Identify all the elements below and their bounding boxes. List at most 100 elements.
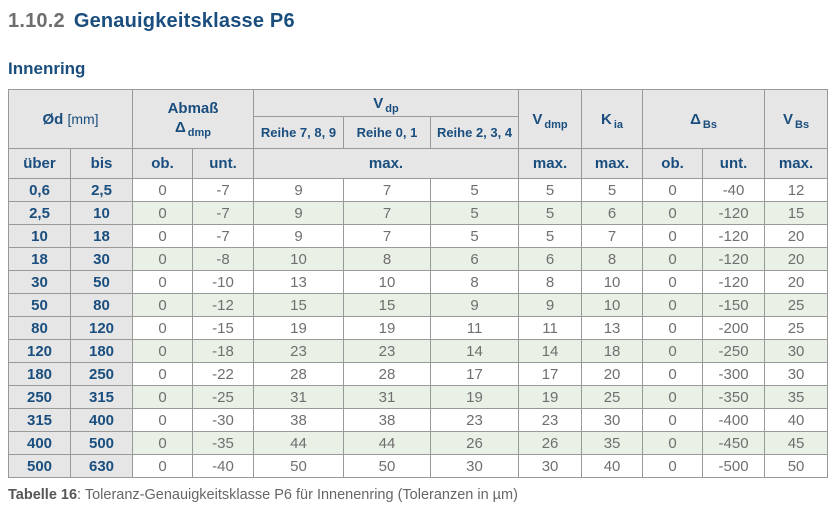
table-row: 10 18 0 -7 9 7 5 5 7 0 -120 20 — [8, 224, 829, 248]
value-cell: -25 — [192, 385, 254, 409]
value-cell: 23 — [429, 408, 520, 432]
value-cell: -150 — [702, 293, 766, 317]
value-cell: 6 — [518, 247, 583, 271]
subheader-vdp-max: max. — [252, 148, 520, 179]
value-cell: 17 — [429, 362, 520, 386]
range-cell: 630 — [70, 454, 133, 478]
value-cell: -30 — [192, 408, 254, 432]
value-cell: 23 — [253, 339, 344, 363]
value-cell: 38 — [253, 408, 344, 432]
range-cell: 400 — [8, 431, 71, 455]
value-cell: 28 — [343, 362, 431, 386]
value-cell: 5 — [518, 178, 583, 202]
subheader-dbs-unt: unt. — [702, 148, 766, 179]
header-sub-row: über bis ob. unt. max. max. max. ob. unt… — [8, 148, 829, 179]
value-cell: 19 — [518, 385, 583, 409]
value-cell: 25 — [764, 316, 829, 340]
value-cell: 0 — [132, 431, 193, 455]
value-cell: 0 — [132, 224, 193, 248]
range-cell: 180 — [70, 339, 133, 363]
value-cell: 0 — [642, 270, 704, 294]
range-cell: 30 — [8, 270, 71, 294]
value-cell: 20 — [581, 362, 644, 386]
subheader-vdmp-max: max. — [518, 148, 583, 179]
value-cell: 0 — [642, 201, 704, 225]
range-cell: 0,6 — [8, 178, 71, 202]
table-row: 80 120 0 -15 19 19 11 11 13 0 -200 25 — [8, 316, 829, 340]
header-reihe-row: Reihe 7, 8, 9 Reihe 0, 1 Reihe 2, 3, 4 — [9, 116, 828, 149]
value-cell: 0 — [642, 454, 704, 478]
value-cell: 5 — [429, 224, 520, 248]
value-cell: 6 — [581, 201, 644, 225]
value-cell: -120 — [702, 224, 766, 248]
value-cell: 0 — [642, 362, 704, 386]
value-cell: 44 — [343, 431, 431, 455]
value-cell: 0 — [132, 408, 193, 432]
value-cell: 6 — [429, 247, 520, 271]
value-cell: 30 — [764, 339, 829, 363]
value-cell: -350 — [702, 385, 766, 409]
value-cell: 28 — [253, 362, 344, 386]
diameter-unit: [mm] — [67, 110, 99, 127]
value-cell: 40 — [581, 454, 644, 478]
value-cell: 17 — [518, 362, 583, 386]
value-cell: 31 — [343, 385, 431, 409]
table-row: 2,5 10 0 -7 9 7 5 5 6 0 -120 15 — [8, 201, 829, 225]
value-cell: 35 — [581, 431, 644, 455]
subheader-ob: ob. — [132, 148, 193, 179]
value-cell: 7 — [343, 201, 431, 225]
section-title: Genauigkeitsklasse P6 — [73, 10, 295, 32]
value-cell: -7 — [192, 201, 254, 225]
subheader-unt: unt. — [192, 148, 254, 179]
col-header-diameter: Ød [mm] — [8, 89, 133, 149]
value-cell: 0 — [132, 362, 193, 386]
value-cell: 0 — [132, 178, 193, 202]
value-cell: -250 — [702, 339, 766, 363]
section-number: 1.10.2 — [8, 10, 65, 32]
value-cell: 30 — [518, 454, 583, 478]
value-cell: 10 — [581, 293, 644, 317]
value-cell: -40 — [192, 454, 254, 478]
value-cell: 31 — [253, 385, 344, 409]
range-cell: 80 — [8, 316, 71, 340]
range-cell: 500 — [70, 431, 133, 455]
value-cell: -15 — [192, 316, 254, 340]
value-cell: 20 — [764, 224, 829, 248]
value-cell: -120 — [702, 201, 766, 225]
value-cell: 8 — [343, 247, 431, 271]
value-cell: -22 — [192, 362, 254, 386]
value-cell: 45 — [764, 431, 829, 455]
range-cell: 50 — [70, 270, 133, 294]
value-cell: 50 — [253, 454, 344, 478]
value-cell: 19 — [429, 385, 520, 409]
value-cell: -200 — [702, 316, 766, 340]
value-cell: -400 — [702, 408, 766, 432]
value-cell: 5 — [518, 224, 583, 248]
value-cell: -450 — [702, 431, 766, 455]
subsection-heading: Innenring — [8, 59, 86, 78]
range-cell: 250 — [8, 385, 71, 409]
value-cell: 12 — [764, 178, 829, 202]
table-row: 120 180 0 -18 23 23 14 14 18 0 -250 30 — [8, 339, 829, 363]
value-cell: 19 — [343, 316, 431, 340]
col-header-reihe-01: Reihe 0, 1 — [343, 116, 431, 149]
value-cell: 13 — [253, 270, 344, 294]
value-cell: 0 — [642, 339, 704, 363]
value-cell: 14 — [429, 339, 520, 363]
range-cell: 10 — [8, 224, 71, 248]
value-cell: 35 — [764, 385, 829, 409]
value-cell: 13 — [581, 316, 644, 340]
value-cell: 26 — [429, 431, 520, 455]
value-cell: 25 — [581, 385, 644, 409]
value-cell: 0 — [642, 247, 704, 271]
value-cell: 30 — [764, 362, 829, 386]
table-row: 0,6 2,5 0 -7 9 7 5 5 5 0 -40 12 — [8, 178, 829, 202]
table-row: 30 50 0 -10 13 10 8 8 10 0 -120 20 — [8, 270, 829, 294]
value-cell: 5 — [429, 178, 520, 202]
value-cell: -7 — [192, 224, 254, 248]
subheader-dbs-ob: ob. — [642, 148, 704, 179]
